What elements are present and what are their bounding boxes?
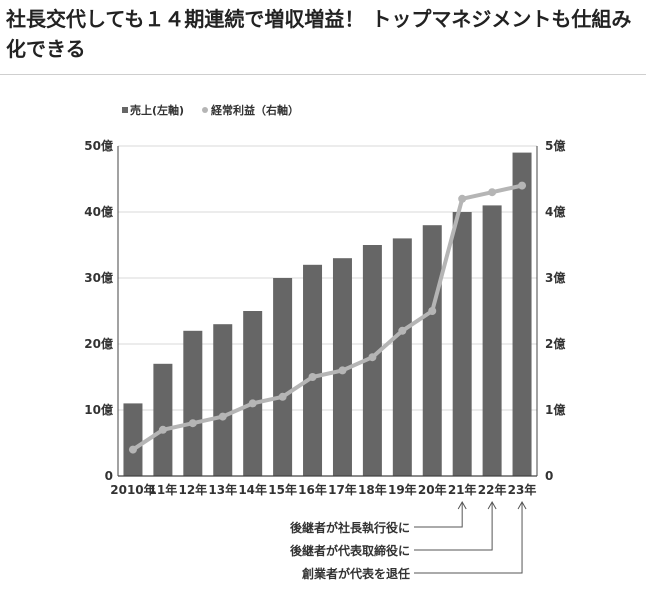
right-tick-label: 5億: [545, 138, 565, 153]
profit-point: [248, 399, 257, 408]
legend: 売上(左軸) 経常利益（右軸）: [122, 103, 299, 117]
legend-swatch-sales: [122, 107, 128, 113]
x-tick-label: 14年: [238, 482, 267, 497]
profit-point: [398, 326, 407, 335]
right-tick-label: 4億: [545, 204, 565, 219]
x-tick-label: 18年: [358, 482, 387, 497]
profit-point: [218, 412, 227, 421]
article-headline: 社長交代しても１４期連続で増収増益！ トップマネジメントも仕組み化できる: [6, 7, 632, 61]
profit-point: [308, 373, 317, 381]
right-tick-label: 2億: [545, 336, 565, 351]
annotation-arrowhead: [457, 500, 467, 510]
profit-point: [428, 307, 437, 315]
axes: [117, 146, 538, 477]
left-tick-label: 30億: [84, 270, 113, 285]
x-tick-label: 21年: [448, 482, 477, 497]
right-tick-label: 0: [545, 469, 553, 483]
legend-label-sales: 売上(左軸): [130, 103, 184, 117]
profit-point: [488, 188, 497, 197]
profit-point: [368, 353, 377, 362]
annotation-arrowhead: [487, 500, 497, 510]
x-tick-label: 12年: [178, 482, 207, 497]
sales-bar: [243, 311, 263, 476]
profit-point: [188, 419, 197, 428]
x-tick-label: 20年: [418, 482, 447, 497]
sales-bar: [392, 238, 412, 476]
x-tick-label: 16年: [298, 482, 327, 497]
sales-bar: [452, 212, 472, 476]
sales-bars: [123, 152, 532, 476]
x-tick-label: 13年: [208, 482, 237, 497]
left-tick-label: 10億: [84, 402, 113, 417]
annotation-label: 後継者が代表取締役に: [290, 543, 410, 558]
annotation-label: 創業者が代表を退任: [301, 566, 410, 581]
annotation-arrowhead: [517, 500, 527, 510]
annotation-label: 後継者が社長執行役に: [290, 520, 410, 535]
sales-bar: [512, 152, 532, 476]
sales-bar: [213, 324, 233, 476]
left-tick-label: 0: [105, 469, 113, 483]
sales-bar: [482, 205, 502, 476]
profit-point: [458, 194, 467, 203]
annotation-leader: [414, 502, 493, 551]
sales-bar: [303, 264, 323, 476]
profit-line: [128, 181, 527, 454]
sales-bar: [153, 363, 173, 476]
x-tick-label: 23年: [508, 482, 537, 497]
annotation-leader: [414, 502, 463, 528]
profit-point: [158, 425, 167, 434]
x-tick-label: 19年: [388, 482, 417, 497]
sales-bar: [183, 330, 203, 476]
x-tick-label: 22年: [478, 482, 507, 497]
left-tick-label: 50億: [84, 138, 113, 153]
headline-divider: [0, 74, 646, 75]
x-tick-label: 15年: [268, 482, 297, 497]
right-tick-label: 1億: [545, 402, 565, 417]
left-tick-label: 40億: [84, 204, 113, 219]
legend-label-profit: 経常利益（右軸）: [211, 103, 299, 117]
profit-point: [338, 366, 347, 375]
profit-point: [278, 392, 287, 401]
sales-bar: [422, 225, 442, 476]
legend-swatch-profit: [202, 107, 208, 113]
profit-point: [518, 181, 527, 190]
sales-bar: [123, 403, 143, 476]
left-axis-ticks: 0 10億 20億 30億 40億 50億: [84, 138, 113, 483]
right-axis-ticks: 0 1億 2億 3億 4億 5億: [545, 138, 565, 483]
x-tick-label: 2010年: [110, 482, 155, 497]
annotation-leader: [414, 502, 523, 574]
profit-point: [128, 445, 137, 454]
gridlines: [118, 145, 537, 411]
x-tick-label: 11年: [149, 482, 178, 497]
profit-line-path: [131, 183, 523, 452]
left-tick-label: 20億: [84, 336, 113, 351]
x-tick-label: 17年: [328, 482, 357, 497]
sales-bar: [273, 278, 293, 476]
right-tick-label: 3億: [545, 270, 565, 285]
